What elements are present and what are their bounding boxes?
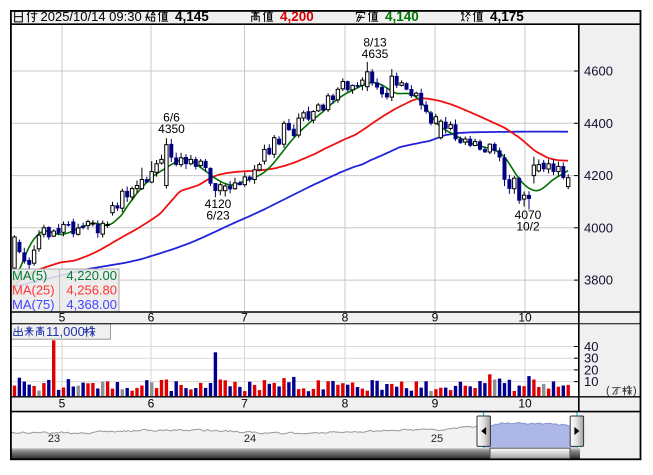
svg-text:MA(75): MA(75) [12,297,55,312]
svg-text:4,256.80: 4,256.80 [66,283,117,298]
svg-text:5: 5 [59,397,66,411]
svg-text:8: 8 [342,397,349,411]
svg-text:7: 7 [241,311,248,325]
svg-text:10: 10 [584,374,598,389]
svg-text:MA(25): MA(25) [12,283,55,298]
svg-text:4635: 4635 [362,47,389,61]
svg-text:4,140: 4,140 [385,9,419,24]
svg-text:3800: 3800 [584,273,613,288]
svg-text:20: 20 [584,362,598,377]
svg-text:4,200: 4,200 [280,9,314,24]
svg-text:4600: 4600 [584,64,613,79]
svg-text:5: 5 [59,311,66,325]
svg-text:4120: 4120 [205,197,232,211]
svg-text:11,000: 11,000 [46,324,85,339]
svg-text:6: 6 [148,311,155,325]
svg-text:10: 10 [518,311,532,325]
svg-text:(: ( [606,385,610,397]
svg-text:4,220.00: 4,220.00 [66,268,117,283]
svg-text:2025/10/14 09:30: 2025/10/14 09:30 [41,9,142,24]
svg-text:4070: 4070 [515,208,542,222]
svg-text:23: 23 [48,433,60,445]
svg-text:9: 9 [432,311,439,325]
svg-text:4,368.00: 4,368.00 [66,297,117,312]
svg-text:4200: 4200 [584,168,613,183]
svg-text:9: 9 [432,397,439,411]
svg-text:25: 25 [431,433,443,445]
svg-text:4,175: 4,175 [490,9,524,24]
svg-text:8: 8 [342,311,349,325]
svg-text:MA(5): MA(5) [12,268,47,283]
svg-text:30: 30 [584,351,598,366]
svg-text:8/13: 8/13 [363,36,387,50]
svg-text:6/23: 6/23 [206,209,230,223]
svg-text:4000: 4000 [584,220,613,235]
svg-text:24: 24 [244,433,256,445]
svg-text:7: 7 [241,397,248,411]
svg-text:6: 6 [148,397,155,411]
svg-text:10: 10 [518,397,532,411]
svg-text:4350: 4350 [158,122,185,136]
svg-text:4,145: 4,145 [175,9,209,24]
svg-text:40: 40 [584,339,598,354]
svg-text:10/2: 10/2 [516,220,540,234]
svg-text:6/6: 6/6 [163,111,180,125]
svg-text:): ) [633,385,637,397]
svg-text:4400: 4400 [584,116,613,131]
